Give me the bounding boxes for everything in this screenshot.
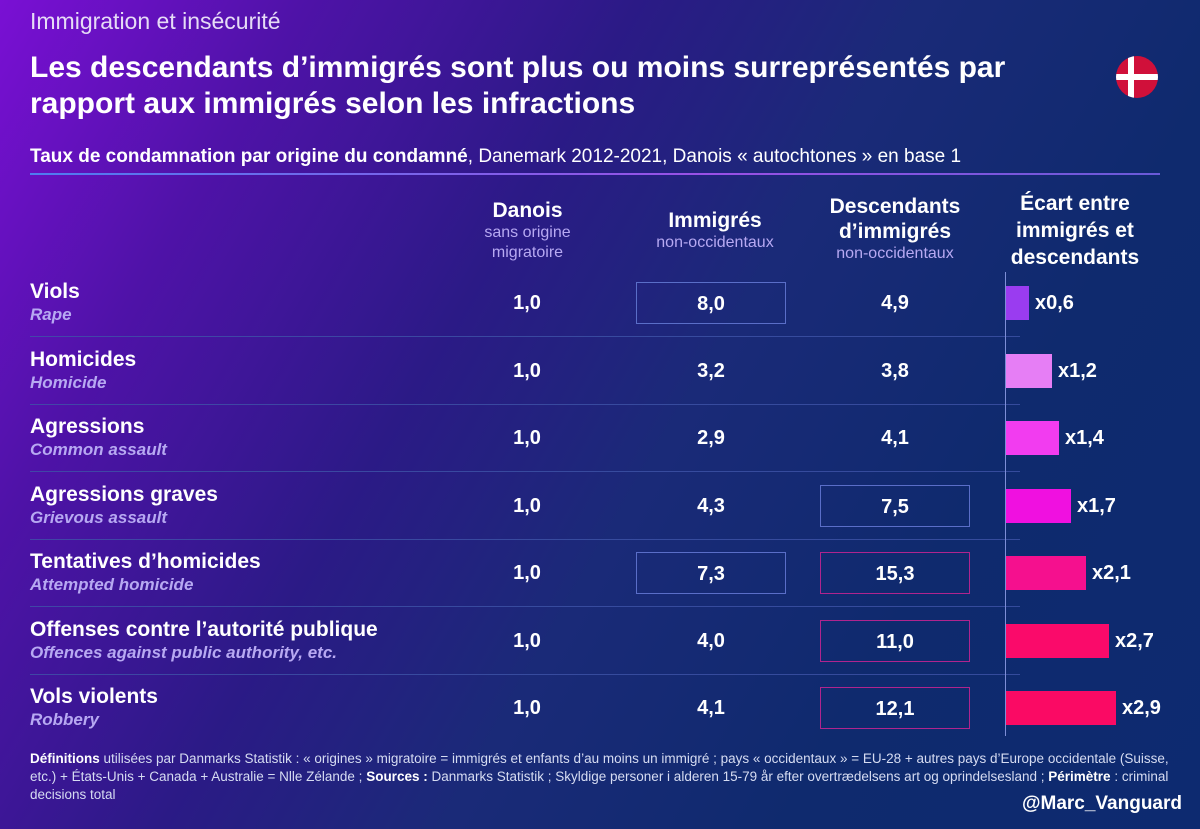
subtitle-divider xyxy=(30,173,1160,175)
column-subtitle: non-occidentaux xyxy=(656,234,774,251)
row-label: Vols violents Robbery xyxy=(30,685,158,731)
subtitle-bold: Taux de condamnation par origine du cond… xyxy=(30,146,468,167)
ratio-label: x1,7 xyxy=(1077,494,1116,517)
cell-immigres: 4,1 xyxy=(697,697,725,719)
offence-fr: Agressions xyxy=(30,415,145,438)
column-header-descendants: Descendants d’immigrés non-occidentaux xyxy=(805,194,985,264)
cell-danois: 1,0 xyxy=(513,359,541,382)
offence-en: Robbery xyxy=(30,710,99,729)
column-title: Écart entre immigrés et descendants xyxy=(1010,192,1140,269)
offence-en: Offences against public authority, etc. xyxy=(30,642,338,662)
subtitle-rest: , Danemark 2012-2021, Danois « autochton… xyxy=(467,146,962,167)
column-title: Descendants d’immigrés xyxy=(829,195,961,243)
column-header-immigres: Immigrés non-occidentaux xyxy=(625,208,805,253)
perimetre-text: : criminal decisions total xyxy=(30,769,1169,802)
row-label: Offenses contre l’autorité publique Offen… xyxy=(30,618,378,664)
cell-descendants: 7,5 xyxy=(820,484,970,527)
ratio-bar xyxy=(1006,691,1116,725)
cell-danois: 1,0 xyxy=(513,562,541,584)
column-title: Immigrés xyxy=(668,209,762,232)
definitions-text: utilisées par Danmarks Statistik : « ori… xyxy=(30,751,1169,784)
page-title: Les descendants d’immigrés sont plus ou … xyxy=(30,51,1006,120)
row-divider xyxy=(30,403,1020,405)
offence-fr: Homicides xyxy=(30,347,137,371)
row-label: Viols Rape xyxy=(30,280,80,326)
column-subtitle: non-occidentaux xyxy=(836,245,954,262)
cell-danois: 1,0 xyxy=(513,494,541,517)
row-label: Homicides Homicide xyxy=(30,348,136,394)
ratio-label: x2,1 xyxy=(1092,562,1131,584)
row-label: Agressions graves Grievous assault xyxy=(30,483,218,529)
offence-fr: Vols violents xyxy=(30,685,158,708)
cell-descendants: 12,1 xyxy=(820,687,970,729)
cell-descendants: 11,0 xyxy=(820,619,970,662)
cell-descendants: 4,1 xyxy=(881,427,909,449)
cell-descendants: 15,3 xyxy=(820,552,970,594)
subtitle: Taux de condamnation par origine du cond… xyxy=(30,146,961,168)
row-label: Tentatives d’homicides Attempted homicide xyxy=(30,550,261,596)
offence-fr: Tentatives d’homicides xyxy=(30,550,261,573)
ratio-bar xyxy=(1006,353,1052,388)
cell-immigres: 4,3 xyxy=(697,494,725,517)
cell-danois: 1,0 xyxy=(513,697,541,719)
offence-fr: Viols xyxy=(30,280,80,303)
ratio-label: x1,4 xyxy=(1065,427,1104,449)
row-divider xyxy=(30,606,1020,607)
kicker: Immigration et insécurité xyxy=(30,8,281,34)
author-handle: @Marc_Vanguard xyxy=(1021,793,1182,814)
row-divider xyxy=(30,673,1020,675)
offence-en: Rape xyxy=(30,305,72,324)
definitions-label: Définitions xyxy=(30,751,100,766)
offence-en: Common assault xyxy=(30,440,167,459)
cell-immigres: 7,3 xyxy=(636,552,786,594)
ratio-bar xyxy=(1006,623,1109,658)
ratio-bar xyxy=(1006,421,1059,455)
offence-en: Grievous assault xyxy=(30,507,168,527)
ratio-label: x0,6 xyxy=(1035,292,1074,314)
cell-descendants: 3,8 xyxy=(881,359,909,382)
row-divider xyxy=(30,538,1020,540)
cell-immigres: 8,0 xyxy=(636,282,786,324)
ratio-label: x2,7 xyxy=(1115,629,1154,652)
ratio-label: x2,9 xyxy=(1122,697,1161,719)
column-title: Danois xyxy=(492,199,563,222)
cell-immigres: 2,9 xyxy=(697,427,725,449)
column-header-ecart: Écart entre immigrés et descendants xyxy=(995,190,1155,271)
cell-danois: 1,0 xyxy=(513,292,541,314)
cell-danois: 1,0 xyxy=(513,629,541,652)
sources-label: Sources : xyxy=(366,769,428,784)
perimetre-label: Périmètre xyxy=(1048,769,1111,784)
bar-axis-line xyxy=(1005,272,1006,736)
denmark-flag-icon xyxy=(1116,56,1158,98)
column-subtitle: sans origine migratoire xyxy=(484,224,571,261)
footer-notes: Définitions utilisées par Danmarks Stati… xyxy=(30,750,1170,804)
offence-en: Attempted homicide xyxy=(30,575,194,594)
ratio-bar xyxy=(1006,286,1029,320)
ratio-bar xyxy=(1006,488,1071,523)
cell-descendants: 4,9 xyxy=(881,292,909,314)
sources-text: Danmarks Statistik ; Skyldige personer i… xyxy=(427,769,1049,784)
cell-danois: 1,0 xyxy=(513,427,541,449)
offence-fr: Offenses contre l’autorité publique xyxy=(30,617,378,641)
row-label: Agressions Common assault xyxy=(30,415,167,461)
ratio-bar xyxy=(1006,556,1086,590)
cell-immigres: 4,0 xyxy=(697,629,725,652)
row-divider xyxy=(30,471,1020,472)
offence-en: Homicide xyxy=(30,372,107,392)
ratio-label: x1,2 xyxy=(1058,359,1097,382)
cell-immigres: 3,2 xyxy=(697,359,725,382)
row-divider xyxy=(30,336,1020,337)
column-header-danois: Danois sans origine migratoire xyxy=(455,198,600,263)
offence-fr: Agressions graves xyxy=(30,482,218,506)
